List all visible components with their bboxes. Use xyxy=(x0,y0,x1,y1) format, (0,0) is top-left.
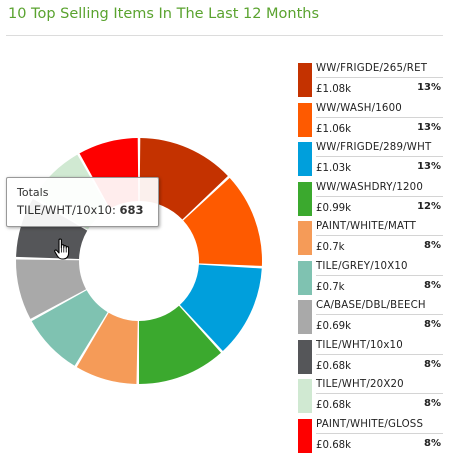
legend-percent: 8% xyxy=(424,358,441,370)
donut-slice-ww-frigde-265-ret[interactable] xyxy=(139,138,228,220)
legend-item[interactable]: PAINT/WHITE/MATT £0.7k 8% xyxy=(298,218,443,257)
legend-swatch xyxy=(298,63,312,97)
legend-swatch xyxy=(298,221,312,255)
legend-value: £0.69k xyxy=(316,321,352,332)
legend-percent: 8% xyxy=(424,279,441,291)
legend-percent: 8% xyxy=(424,240,441,251)
legend-percent: 13% xyxy=(417,82,441,93)
legend-item[interactable]: WW/FRIGDE/265/RET £1.08k 13% xyxy=(298,60,443,99)
legend-percent: 13% xyxy=(417,121,441,133)
donut-slice-ca-base-dbl-beech[interactable] xyxy=(15,259,87,319)
donut-slice-paint-white-matt[interactable] xyxy=(76,312,138,384)
legend-value: £0.99k xyxy=(316,202,352,214)
legend-swatch xyxy=(298,260,312,295)
legend-item[interactable]: WW/WASH/1600 £1.06k 13% xyxy=(298,100,443,139)
legend-swatch xyxy=(298,300,312,334)
legend-item[interactable]: TILE/GREY/10X10 £0.7k 8% xyxy=(298,258,443,297)
legend-percent: 8% xyxy=(424,437,441,449)
legend-item[interactable]: TILE/WHT/20X20 £0.68k 8% xyxy=(298,376,443,415)
legend-percent: 8% xyxy=(424,319,441,330)
legend-percent: 13% xyxy=(417,161,441,172)
tooltip-item: TILE/WHT/10x10 xyxy=(17,203,112,217)
legend-label: WW/FRIGDE/289/WHT xyxy=(316,142,443,157)
legend-label: TILE/GREY/10X10 xyxy=(316,261,443,276)
legend-value: £1.08k xyxy=(316,84,352,95)
legend-swatch xyxy=(298,142,312,176)
legend-item[interactable]: WW/FRIGDE/289/WHT £1.03k 13% xyxy=(298,139,443,178)
donut-slice-tile-grey-10x10[interactable] xyxy=(31,290,108,366)
legend-item[interactable]: CA/BASE/DBL/BEECH £0.69k 8% xyxy=(298,297,443,336)
donut-slice-ww-frigde-289-wht[interactable] xyxy=(179,264,262,351)
legend-item[interactable]: WW/WASHDRY/1200 £0.99k 12% xyxy=(298,179,443,218)
tooltip-line: TILE/WHT/10x10: 683 xyxy=(17,203,144,217)
chart-title: 10 Top Selling Items In The Last 12 Mont… xyxy=(8,6,320,22)
legend-value: £0.68k xyxy=(316,360,352,372)
legend-value: £1.06k xyxy=(316,123,352,135)
chart-tooltip: Totals TILE/WHT/10x10: 683 xyxy=(6,177,159,227)
legend-value: £1.03k xyxy=(316,163,352,174)
legend-percent: 8% xyxy=(424,398,441,409)
legend-value: £0.68k xyxy=(316,400,352,411)
tooltip-value: 683 xyxy=(119,203,144,217)
donut-slice-ww-washdry-1200[interactable] xyxy=(139,305,221,384)
legend-label: TILE/WHT/10x10 xyxy=(316,340,443,355)
tooltip-title: Totals xyxy=(17,186,49,199)
legend-label: WW/FRIGDE/265/RET xyxy=(316,63,443,78)
legend-swatch xyxy=(298,379,312,413)
title-divider xyxy=(6,35,443,36)
donut-slice-ww-wash-1600[interactable] xyxy=(183,177,263,266)
legend-item[interactable]: PAINT/WHITE/GLOSS £0.68k 8% xyxy=(298,416,443,455)
legend-swatch xyxy=(298,181,312,216)
legend-label: PAINT/WHITE/GLOSS xyxy=(316,419,443,434)
legend-label: TILE/WHT/20X20 xyxy=(316,379,443,394)
legend-label: WW/WASHDRY/1200 xyxy=(316,182,443,197)
legend-value: £0.7k xyxy=(316,281,345,293)
legend-label: WW/WASH/1600 xyxy=(316,103,443,118)
chart-legend: WW/FRIGDE/265/RET £1.08k 13% WW/WASH/1600 £1… xyxy=(298,60,443,455)
legend-swatch xyxy=(298,339,312,374)
hand-pointer-icon xyxy=(54,238,70,260)
legend-value: £0.7k xyxy=(316,242,345,253)
legend-item[interactable]: TILE/WHT/10x10 £0.68k 8% xyxy=(298,337,443,376)
legend-swatch xyxy=(298,102,312,137)
legend-value: £0.68k xyxy=(316,439,352,451)
legend-percent: 12% xyxy=(417,200,441,212)
legend-swatch xyxy=(298,418,312,453)
legend-label: CA/BASE/DBL/BEECH xyxy=(316,300,443,315)
legend-label: PAINT/WHITE/MATT xyxy=(316,221,443,236)
